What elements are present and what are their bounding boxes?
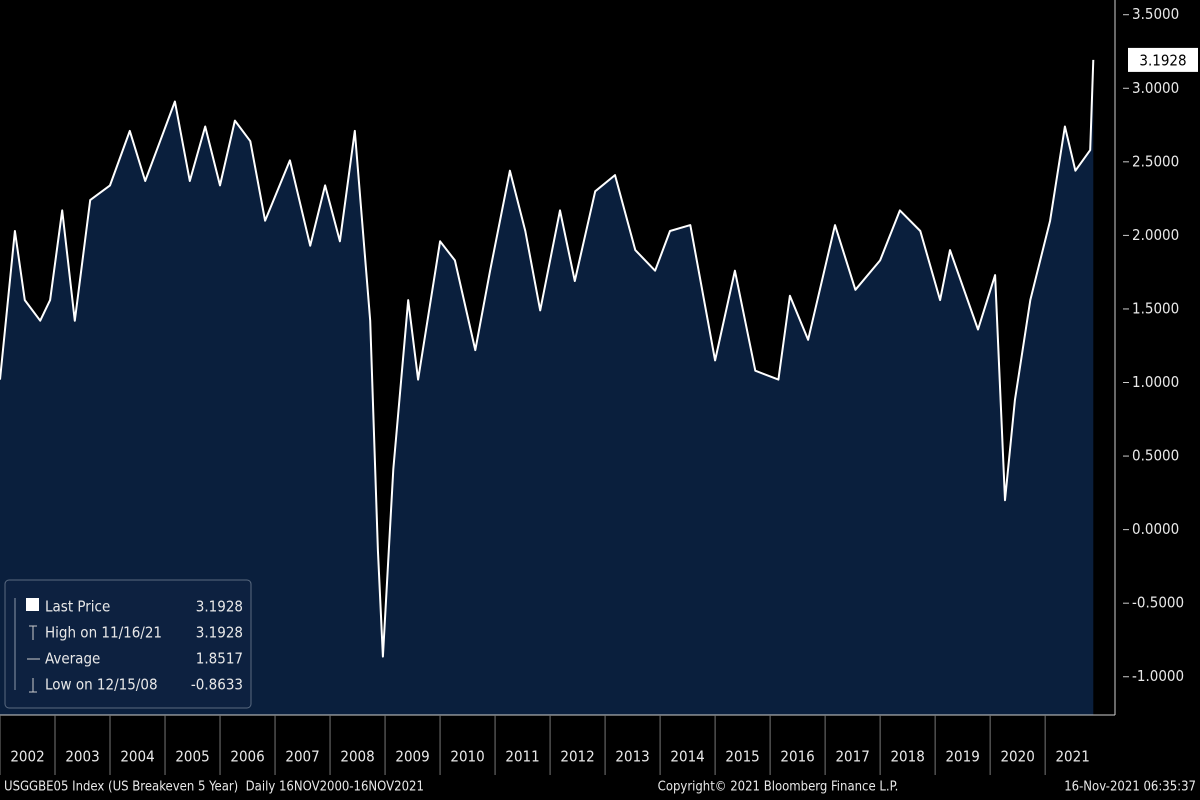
y-tick-label: 0.0000 [1132, 520, 1179, 538]
x-tick-label: 2010 [450, 748, 484, 766]
x-tick-label: 2006 [230, 748, 264, 766]
x-tick-label: 2020 [1000, 748, 1034, 766]
y-tick-label: 3.5000 [1132, 5, 1179, 23]
x-tick-label: 2004 [120, 748, 154, 766]
x-tick-label: 2019 [945, 748, 979, 766]
x-tick-label: 2002 [10, 748, 44, 766]
y-tick-label: 0.5000 [1132, 447, 1179, 465]
legend-swatch [26, 598, 39, 611]
x-tick-label: 2015 [725, 748, 759, 766]
footer-right: 16-Nov-2021 06:35:37 [1064, 780, 1196, 795]
legend-label: Average [45, 650, 100, 668]
legend-value: 3.1928 [196, 624, 243, 642]
legend-box [4, 579, 252, 709]
x-tick-label: 2003 [65, 748, 99, 766]
footer-center: Copyright© 2021 Bloomberg Finance L.P. [658, 780, 899, 795]
x-tick-label: 2009 [395, 748, 429, 766]
y-tick-label: 3.0000 [1132, 79, 1179, 97]
legend: Last Price 3.1928 High on 11/16/21 3.192… [4, 579, 252, 709]
plot-area [0, 59, 1095, 715]
line [0, 59, 1095, 658]
y-tick-label: 2.5000 [1132, 152, 1179, 170]
y-tick-label: 1.0000 [1132, 373, 1179, 391]
y-tick-label: -1.0000 [1132, 667, 1184, 685]
x-tick-label: 2017 [835, 748, 869, 766]
legend-value: 3.1928 [196, 598, 243, 616]
x-tick-label: 2008 [340, 748, 374, 766]
y-tick-label: 2.0000 [1132, 226, 1179, 244]
x-tick-label: 2014 [670, 748, 704, 766]
legend-label: High on 11/16/21 [45, 624, 162, 642]
last-price-label: 3.1928 [1139, 51, 1186, 69]
x-tick-label: 2007 [285, 748, 319, 766]
legend-value: 1.8517 [196, 650, 243, 668]
x-tick-label: 2013 [615, 748, 649, 766]
last-price-box [1128, 47, 1198, 72]
legend-value: -0.8633 [191, 676, 243, 694]
x-tick-label: 2005 [175, 748, 209, 766]
x-tick-label: 2012 [560, 748, 594, 766]
x-tick-label: 2016 [780, 748, 814, 766]
y-tick-label: -0.5000 [1132, 594, 1184, 612]
footer-left: USGGBE05 Index (US Breakeven 5 Year) Dai… [4, 780, 424, 795]
x-tick-label: 2021 [1055, 748, 1089, 766]
area [0, 59, 1094, 715]
x-tick-label: 2011 [505, 748, 539, 766]
x-tick-label: 2018 [890, 748, 924, 766]
legend-label: Last Price [45, 598, 110, 616]
y-tick-label: 1.5000 [1132, 299, 1179, 317]
legend-label: Low on 12/15/08 [45, 676, 158, 694]
